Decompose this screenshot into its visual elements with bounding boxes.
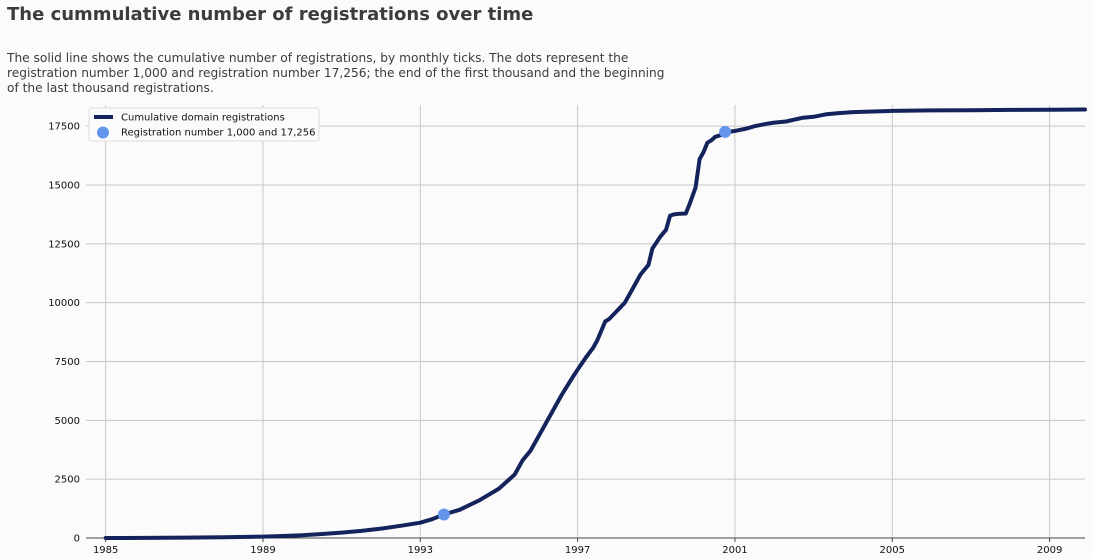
legend: Cumulative domain registrations Registrat… [88,107,320,142]
y-tick-label: 7500 [55,357,80,368]
chart-subtitle: The solid line shows the cumulative numb… [7,51,665,95]
legend-label-dots: Registration number 1,000 and 17,256 [121,128,315,139]
y-tick-label: 2500 [55,475,80,486]
x-tick-label: 1985 [93,545,118,556]
cumulative-line [103,107,1087,540]
x-tick-label: 2001 [722,545,747,556]
grid [86,105,1085,539]
legend-label-line: Cumulative domain registrations [121,113,285,124]
series-layer [103,107,1087,540]
x-tick-label: 1993 [408,545,433,556]
y-tick-label: 15000 [48,181,80,192]
x-tick-label: 2009 [1037,545,1062,556]
axes: 1985 1989 1993 1997 2001 2005 2009 0 2500 5000 750… [48,122,1085,556]
y-tick-label: 17500 [48,122,80,133]
y-tick-label: 5000 [55,416,80,427]
y-tick-label: 12500 [48,239,80,250]
y-tick-label: 10000 [48,298,80,309]
registration-marker-point [719,125,732,138]
x-tick-label: 2005 [880,545,905,556]
x-tick-label: 1989 [250,545,275,556]
x-tick-label: 1997 [565,545,590,556]
legend-box [88,107,320,142]
y-tick-label: 0 [74,534,80,545]
registration-marker-point [437,508,450,521]
chart-title: The cummulative number of registrations … [7,4,534,25]
legend-dot-swatch [97,126,109,139]
